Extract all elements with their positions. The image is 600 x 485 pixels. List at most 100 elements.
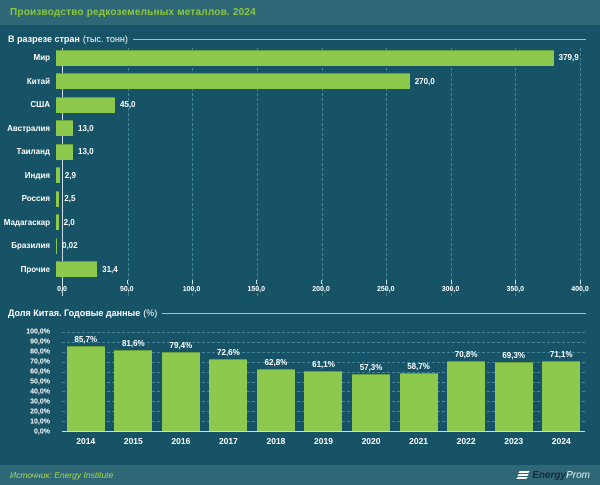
axis-tick-label: 70,0%	[30, 358, 50, 366]
section-head-china-share: Доля Китая. Годовые данные (%)	[8, 308, 586, 318]
section-head-countries: В разрезе стран (тыс. тонн)	[8, 34, 586, 44]
category-label: Австралия	[7, 123, 50, 133]
bar-cell: 62,8%	[252, 332, 300, 431]
axis-tick	[191, 280, 193, 284]
category-label: Мадагаскар	[3, 217, 50, 227]
category-label: Прочие	[20, 264, 50, 274]
bar	[494, 362, 533, 431]
axis-tick-label: 150,0	[247, 286, 266, 293]
bar	[66, 346, 105, 431]
bar	[56, 167, 60, 184]
value-label: 71,1%	[549, 349, 573, 359]
energyprom-logo-text: EnergyProm	[532, 469, 590, 481]
value-label: 69,3%	[502, 351, 526, 361]
value-label: 13,0	[78, 147, 94, 157]
axis-tick-label: 50,0	[119, 286, 134, 293]
bar	[542, 360, 581, 431]
value-label: 0,02	[62, 241, 78, 251]
bar-track: 45,0	[56, 96, 580, 113]
bar-cell: 79,4%	[157, 332, 205, 431]
chart-row: Прочие 31,4	[0, 258, 600, 282]
axis-tick-label: 0,0%	[34, 428, 50, 436]
bar	[56, 143, 74, 160]
bar-cell: 81,6%	[110, 332, 158, 431]
axis-tick-label: 2024	[551, 436, 571, 446]
axis-tick-label: 20,0%	[30, 408, 50, 416]
category-label: Мир	[33, 53, 50, 63]
bar-track: 2,9	[56, 167, 580, 184]
chart-row: США 45,0	[0, 93, 600, 117]
chart-row: Мадагаскар 2,0	[0, 211, 600, 235]
bar	[447, 360, 486, 431]
value-label: 70,8%	[454, 349, 478, 359]
axis-tick-label: 250,0	[376, 286, 395, 293]
axis-tick	[515, 280, 517, 284]
axis-tick-label: 30,0%	[30, 398, 50, 406]
bar	[56, 261, 98, 278]
share-ylabels: 100,0% 90,0% 80,0% 70,0% 60,0% 50,0% 40,0% 30,0…	[0, 328, 56, 436]
axis-tick-label: 2014	[76, 436, 96, 446]
section-unit-label: (%)	[143, 308, 158, 318]
axis-tick-label: 2021	[409, 436, 429, 446]
bar-cell: 69,3%	[490, 332, 538, 431]
chart-row: Китай 270,0	[0, 70, 600, 94]
value-label: 31,4	[102, 264, 118, 274]
axis-tick-label: 50,0%	[30, 378, 50, 386]
chart-row: Мир 379,9	[0, 46, 600, 70]
bar-track: 379,9	[56, 49, 580, 66]
axis-tick-label: 40,0%	[30, 388, 50, 396]
bar	[56, 237, 57, 254]
value-label: 2,0	[63, 217, 75, 227]
gridline	[62, 361, 585, 363]
gridline	[62, 341, 585, 343]
divider-rule	[162, 312, 586, 314]
bar	[56, 120, 74, 137]
bar-track: 31,4	[56, 261, 580, 278]
axis-tick	[385, 280, 387, 284]
axis-tick-label: 0,0	[57, 286, 67, 293]
gridline	[62, 351, 585, 353]
chart-row: Таиланд 13,0	[0, 140, 600, 164]
bar	[56, 73, 410, 90]
bar-cell: 72,6%	[205, 332, 253, 431]
bar-track: 0,02	[56, 237, 580, 254]
value-label: 72,6%	[217, 348, 240, 358]
axis-tick-label: 200,0	[312, 286, 330, 293]
chart-row: Австралия 13,0	[0, 117, 600, 141]
section-title: Доля Китая. Годовые данные	[8, 308, 141, 318]
chart-row: Индия 2,9	[0, 164, 600, 188]
bar-cell: 71,1%	[537, 332, 585, 431]
bar-cell: 70,8%	[442, 332, 490, 431]
axis-tick-label: 2023	[504, 436, 524, 446]
bar-track: 270,0	[56, 73, 580, 90]
value-label: 85,7%	[74, 335, 98, 345]
bar	[161, 352, 200, 431]
bar	[56, 214, 59, 231]
axis-tick-label: 80,0%	[30, 348, 50, 356]
country-rows: Мир 379,9 Китай 270,0 США 45,0 Австралия 13,0 Та…	[0, 46, 600, 281]
axis-tick-label: 400,0	[571, 286, 589, 293]
chart-row: Бразилия 0,02	[0, 234, 600, 258]
bar	[256, 368, 295, 431]
bar-cell: 85,7%	[62, 332, 110, 431]
axis-tick-label: 2015	[123, 436, 143, 446]
country-xaxis: 0,0 50,0 100,0 150,0 200,0 250,0 300,0 350,0 400…	[57, 280, 589, 296]
value-label: 379,9	[558, 53, 579, 63]
energyprom-logo-icon	[516, 470, 530, 480]
category-label: Россия	[21, 194, 50, 204]
china-share-chart: 100,0% 90,0% 80,0% 70,0% 60,0% 50,0% 40,0% 30,0…	[0, 322, 600, 456]
axis-tick-label: 2020	[361, 436, 381, 446]
gridline	[192, 48, 194, 296]
bar	[209, 359, 248, 431]
value-label: 13,0	[78, 123, 94, 133]
divider-rule	[132, 38, 586, 40]
category-label: Индия	[24, 170, 50, 180]
source-label: Источник: Energy Institute	[10, 470, 114, 480]
gridline	[127, 48, 129, 296]
axis-tick	[126, 280, 128, 284]
footer-bar: Источник: Energy Institute EnergyProm	[0, 465, 600, 485]
axis-tick-label: 100,0%	[26, 328, 50, 336]
category-label: Таиланд	[16, 147, 51, 157]
gridline	[321, 48, 323, 296]
